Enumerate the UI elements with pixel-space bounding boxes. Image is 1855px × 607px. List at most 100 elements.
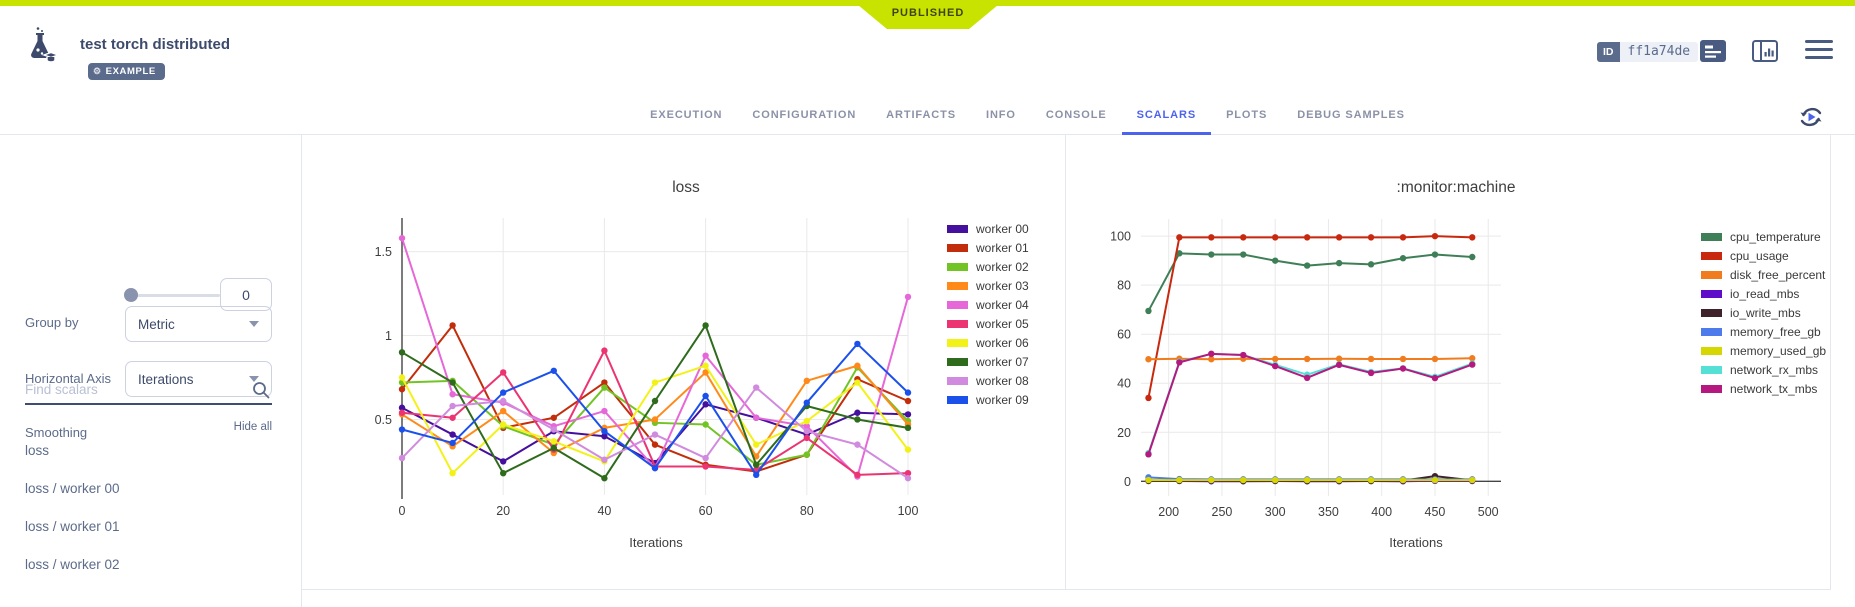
legend-label: io_read_mbs: [1730, 286, 1800, 301]
svg-text:450: 450: [1425, 505, 1446, 519]
smoothing-slider-thumb[interactable]: [124, 288, 138, 302]
info-panel-icon[interactable]: [1752, 40, 1778, 62]
legend-label: cpu_usage: [1730, 248, 1789, 263]
tab-debug-samples[interactable]: DEBUG SAMPLES: [1297, 109, 1405, 121]
chevron-down-icon: [249, 321, 259, 327]
legend-item[interactable]: worker 08: [947, 371, 1029, 390]
x-axis-label: Iterations: [1389, 535, 1443, 550]
tag-gear-icon: ⚙: [93, 66, 102, 76]
scalar-list-item[interactable]: loss: [25, 443, 50, 458]
legend-item[interactable]: worker 01: [947, 238, 1029, 257]
legend-item[interactable]: worker 09: [947, 390, 1029, 409]
legend-label: network_tx_mbs: [1730, 381, 1818, 396]
smoothing-value-box[interactable]: 0: [220, 278, 272, 311]
legend-swatch: [1701, 384, 1722, 393]
auto-refresh-icon[interactable]: [1797, 103, 1825, 131]
scalars-sidebar: Group by Metric Horizontal Axis Iteratio…: [0, 135, 302, 607]
legend-swatch: [947, 224, 968, 233]
tab-info[interactable]: INFO: [986, 109, 1016, 121]
legend-label: disk_free_percent: [1730, 267, 1826, 282]
details-view-icon[interactable]: [1700, 40, 1726, 62]
loss-chart-card: 0 20 40 60 80 100 0.5 1 1.5 loss Iterations work…: [302, 135, 1065, 590]
legend-item[interactable]: worker 02: [947, 257, 1029, 276]
legend-swatch: [947, 338, 968, 347]
smoothing-slider-track[interactable]: [128, 294, 220, 297]
status-badge-label: PUBLISHED: [891, 7, 965, 19]
legend-swatch: [947, 262, 968, 271]
svg-text:0.5: 0.5: [375, 413, 392, 427]
example-tag-chip[interactable]: ⚙ EXAMPLE: [88, 63, 165, 80]
scalar-search: [25, 378, 272, 405]
legend-swatch: [1701, 289, 1722, 298]
scroll-gutter[interactable]: [1830, 135, 1855, 590]
header-divider: [0, 134, 1855, 135]
legend-item[interactable]: worker 05: [947, 314, 1029, 333]
tab-execution[interactable]: EXECUTION: [650, 109, 723, 121]
legend-item[interactable]: worker 03: [947, 276, 1029, 295]
legend-label: worker 06: [976, 335, 1029, 350]
legend-item[interactable]: io_write_mbs: [1701, 303, 1826, 322]
scalar-list-item[interactable]: loss / worker 02: [25, 557, 120, 572]
search-icon: [253, 382, 270, 399]
chart-title: :monitor:machine: [1396, 179, 1516, 196]
tab-plots[interactable]: PLOTS: [1226, 109, 1268, 121]
legend-label: worker 00: [976, 221, 1029, 236]
svg-text:20: 20: [1117, 426, 1131, 440]
legend-label: worker 09: [976, 392, 1029, 407]
legend-swatch: [947, 357, 968, 366]
legend-label: worker 03: [976, 278, 1029, 293]
svg-text:60: 60: [699, 504, 713, 518]
menu-icon[interactable]: [1805, 40, 1833, 60]
scalar-list-item[interactable]: loss / worker 00: [25, 481, 120, 496]
svg-text:500: 500: [1478, 505, 1499, 519]
experiment-icon: [31, 27, 61, 63]
legend-swatch: [1701, 346, 1722, 355]
legend-label: memory_free_gb: [1730, 324, 1821, 339]
legend-item[interactable]: memory_used_gb: [1701, 341, 1826, 360]
legend-item[interactable]: worker 04: [947, 295, 1029, 314]
group-by-value: Metric: [138, 316, 175, 332]
monitor-machine-chart-card: 200 250 300 350 400 450 500 0 20 40 60 80 100 :monit…: [1065, 135, 1830, 590]
tab-bar: EXECUTION CONFIGURATION ARTIFACTS INFO CONSO…: [280, 96, 1775, 135]
svg-text:1: 1: [385, 329, 392, 343]
hide-all-link[interactable]: Hide all: [233, 421, 272, 433]
legend-item[interactable]: memory_free_gb: [1701, 322, 1826, 341]
tab-console[interactable]: CONSOLE: [1045, 109, 1107, 121]
legend-item[interactable]: worker 06: [947, 333, 1029, 352]
legend-label: worker 05: [976, 316, 1029, 331]
legend-item[interactable]: network_rx_mbs: [1701, 360, 1826, 379]
search-input[interactable]: [25, 378, 272, 405]
loss-plot[interactable]: 0 20 40 60 80 100 0.5 1 1.5: [302, 135, 1065, 590]
legend-item[interactable]: disk_free_percent: [1701, 265, 1826, 284]
group-by-select[interactable]: Metric: [125, 306, 272, 342]
legend-swatch: [947, 243, 968, 252]
svg-text:200: 200: [1158, 505, 1179, 519]
svg-text:1.5: 1.5: [375, 245, 392, 259]
legend-item[interactable]: cpu_temperature: [1701, 227, 1826, 246]
svg-text:350: 350: [1318, 505, 1339, 519]
legend-swatch: [1701, 251, 1722, 260]
monitor-machine-plot[interactable]: 200 250 300 350 400 450 500 0 20 40 60 80 100: [1066, 135, 1831, 590]
legend-item[interactable]: cpu_usage: [1701, 246, 1826, 265]
legend-item[interactable]: worker 00: [947, 219, 1029, 238]
svg-text:20: 20: [496, 504, 510, 518]
tab-configuration[interactable]: CONFIGURATION: [752, 109, 857, 121]
scalar-list-item[interactable]: loss / worker 01: [25, 519, 120, 534]
svg-text:0: 0: [1124, 475, 1131, 489]
tab-scalars[interactable]: SCALARS: [1121, 96, 1212, 135]
legend-item[interactable]: network_tx_mbs: [1701, 379, 1826, 398]
legend-item[interactable]: worker 07: [947, 352, 1029, 371]
legend-item[interactable]: io_read_mbs: [1701, 284, 1826, 303]
id-value: ff1a74de: [1619, 42, 1699, 62]
legend-label: worker 08: [976, 373, 1029, 388]
tag-label: EXAMPLE: [105, 66, 156, 77]
svg-text:250: 250: [1212, 505, 1233, 519]
status-badge: PUBLISHED: [852, 0, 1004, 29]
tab-artifacts[interactable]: ARTIFACTS: [886, 109, 956, 121]
experiment-id-chip[interactable]: ID ff1a74de: [1597, 42, 1699, 62]
legend-label: worker 04: [976, 297, 1029, 312]
page-title: test torch distributed: [80, 36, 231, 53]
svg-text:300: 300: [1265, 505, 1286, 519]
legend-swatch: [1701, 365, 1722, 374]
svg-text:0: 0: [399, 504, 406, 518]
